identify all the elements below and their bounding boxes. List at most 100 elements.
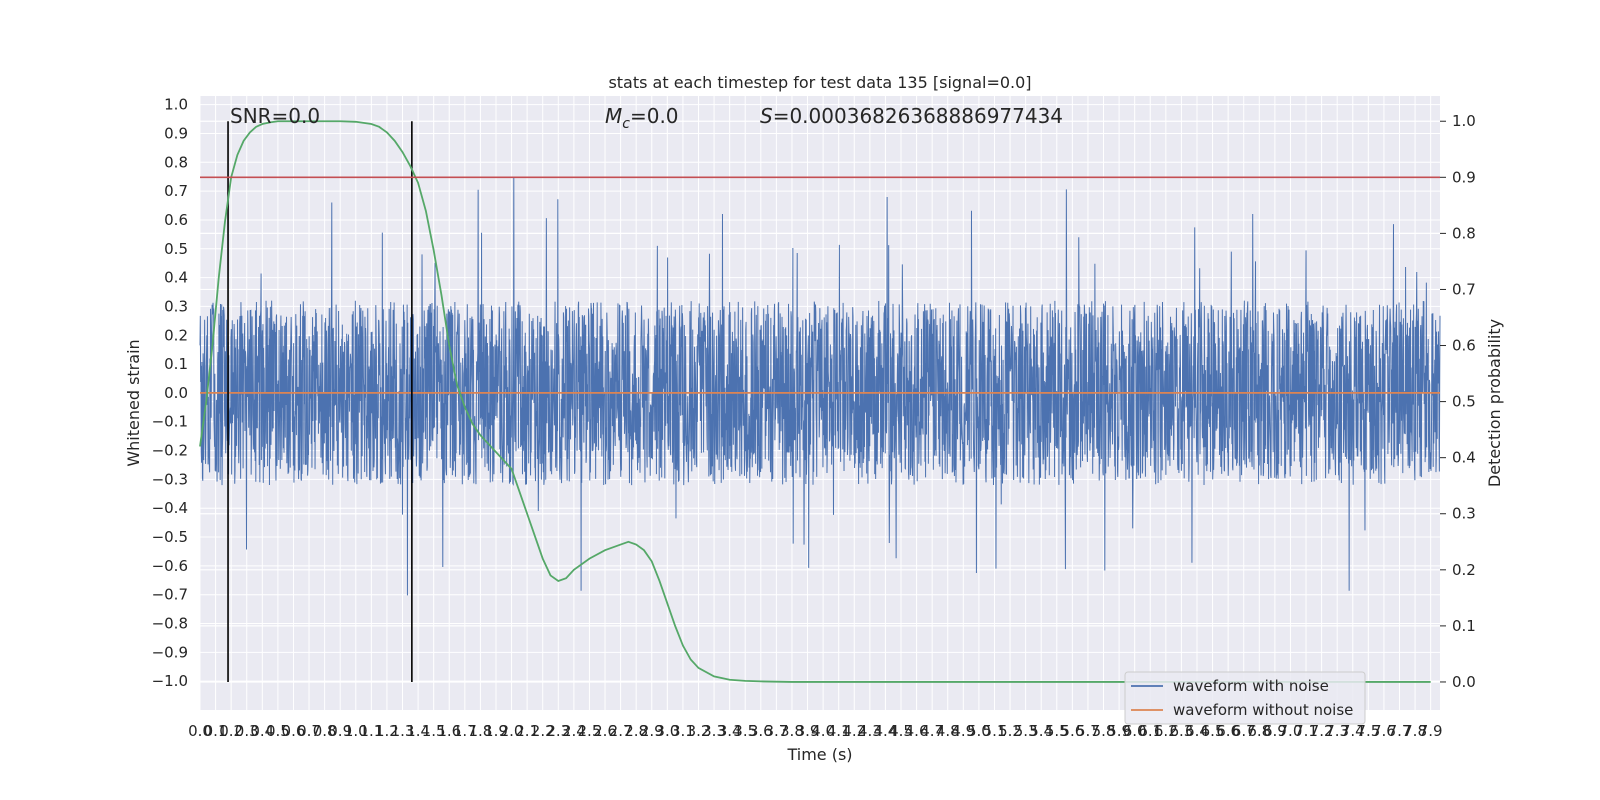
x-tick-label-38: 3.8 — [780, 722, 804, 740]
y-tick-label-20: 1.0 — [164, 96, 188, 114]
y-tick-label-16: 0.6 — [164, 211, 188, 229]
mc-annotation: Mc=0.0 — [605, 104, 679, 132]
y-tick-label-14: 0.4 — [164, 269, 188, 287]
legend-box — [1124, 671, 1366, 725]
x-tick-label-41: 4.1 — [827, 722, 851, 740]
probability-line — [199, 120, 1431, 683]
y2-tick-label-8: 0.8 — [1452, 224, 1476, 242]
x-tick-label-44: 4.4 — [873, 722, 897, 740]
x-tick-label-18: 1.8 — [468, 722, 492, 740]
x-tick-label-7: 0.7 — [297, 722, 321, 740]
y-tick-label-0: −1.0 — [152, 672, 188, 690]
x-tick-label-1: 0.1 — [204, 722, 228, 740]
x-tick-label-13: 1.3 — [391, 722, 415, 740]
x-tick-label-73: 7.3 — [1325, 722, 1349, 740]
x-axis-label: Time (s) — [786, 745, 852, 764]
y2-tick-label-6: 0.6 — [1452, 337, 1476, 355]
x-tick-label-53: 5.3 — [1014, 722, 1038, 740]
x-tick-label-61: 6.1 — [1138, 722, 1162, 740]
x-tick-label-47: 4.7 — [920, 722, 944, 740]
y2-tick-label-7: 0.7 — [1452, 280, 1476, 298]
y-tick-label-12: 0.2 — [164, 326, 188, 344]
x-tick-label-0: 0.0 — [188, 722, 212, 740]
x-tick-label-8: 0.8 — [313, 722, 337, 740]
x-tick-label-14: 1.4 — [406, 722, 430, 740]
x-tick-label-48: 4.8 — [936, 722, 960, 740]
x-tick-label-68: 6.8 — [1247, 722, 1271, 740]
x-tick-label-37: 3.7 — [764, 722, 788, 740]
y-tick-label-1: −0.9 — [152, 643, 188, 661]
series-waveform-with-noise — [199, 177, 1441, 596]
x-tick-label-15: 1.5 — [422, 722, 446, 740]
x-tick-label-77: 7.7 — [1388, 722, 1412, 740]
x-tick-label-55: 5.5 — [1045, 722, 1069, 740]
x-tick-label-35: 3.5 — [733, 722, 757, 740]
y2-tick-label-10: 1.0 — [1452, 112, 1476, 130]
x-tick-label-52: 5.2 — [998, 722, 1022, 740]
x-tick-label-36: 3.6 — [749, 722, 773, 740]
y-tick-labels: −1.0 −0.9 −0.8 −0.7 −0.6 −0.5 −0.4 −0.3 −0.2 −0.1… — [152, 96, 188, 691]
x-tick-labels: 0.00.10.20.30.40.50.60.70.80.91.01.11.21… — [188, 722, 1443, 740]
x-tick-label-69: 6.9 — [1263, 722, 1287, 740]
vertical-markers — [227, 121, 413, 682]
x-tick-label-46: 4.6 — [905, 722, 929, 740]
x-tick-label-76: 7.6 — [1372, 722, 1396, 740]
x-tick-label-71: 7.1 — [1294, 722, 1318, 740]
x-tick-label-58: 5.8 — [1092, 722, 1116, 740]
x-tick-label-21: 2.1 — [515, 722, 539, 740]
x-tick-label-10: 1.0 — [344, 722, 368, 740]
x-tick-label-64: 6.4 — [1185, 722, 1209, 740]
legend-label-noise: waveform with noise — [1173, 677, 1329, 695]
y-tick-label-5: −0.5 — [152, 528, 188, 546]
legend-label-clean: waveform without noise — [1173, 701, 1353, 719]
x-tick-label-45: 4.5 — [889, 722, 913, 740]
x-tick-label-74: 7.4 — [1341, 722, 1365, 740]
x-tick-label-3: 0.3 — [235, 722, 259, 740]
x-tick-label-25: 2.5 — [578, 722, 602, 740]
x-tick-label-60: 6.0 — [1123, 722, 1147, 740]
x-tick-label-5: 0.5 — [266, 722, 290, 740]
x-tick-label-59: 5.9 — [1107, 722, 1131, 740]
y2-tick-label-9: 0.9 — [1452, 168, 1476, 186]
y-tick-label-6: −0.4 — [152, 499, 188, 517]
x-tick-label-12: 1.2 — [375, 722, 399, 740]
x-tick-label-16: 1.6 — [437, 722, 461, 740]
x-tick-label-67: 6.7 — [1232, 722, 1256, 740]
y-tick-label-2: −0.8 — [152, 615, 188, 633]
x-tick-label-78: 7.8 — [1403, 722, 1427, 740]
x-tick-label-11: 1.1 — [359, 722, 383, 740]
y-axis-label: Whitened strain — [124, 339, 143, 466]
y-tick-label-3: −0.7 — [152, 586, 188, 604]
x-tick-label-54: 5.4 — [1029, 722, 1053, 740]
x-tick-label-79: 7.9 — [1419, 722, 1443, 740]
y-tick-label-17: 0.7 — [164, 182, 188, 200]
x-tick-label-28: 2.8 — [624, 722, 648, 740]
x-tick-label-34: 3.4 — [718, 722, 742, 740]
y-tick-label-13: 0.3 — [164, 297, 188, 315]
x-tick-label-42: 4.2 — [842, 722, 866, 740]
s-annotation: S=0.00036826368886977434 — [760, 104, 1063, 128]
x-tick-label-20: 2.0 — [500, 722, 524, 740]
x-tick-label-51: 5.1 — [983, 722, 1007, 740]
x-tick-label-9: 0.9 — [328, 722, 352, 740]
chart-title: stats at each timestep for test data 135… — [608, 73, 1031, 92]
x-tick-label-27: 2.7 — [609, 722, 633, 740]
x-tick-label-31: 3.1 — [671, 722, 695, 740]
y-tick-label-9: −0.1 — [152, 413, 188, 431]
x-tick-label-29: 2.9 — [640, 722, 664, 740]
y-tick-label-4: −0.6 — [152, 557, 188, 575]
x-tick-label-49: 4.9 — [951, 722, 975, 740]
x-tick-label-72: 7.2 — [1310, 722, 1334, 740]
x-tick-label-32: 3.2 — [687, 722, 711, 740]
x-tick-label-75: 7.5 — [1356, 722, 1380, 740]
y2-tick-labels: 0.0 0.1 0.2 0.3 0.4 0.5 0.6 0.7 0.8 0.9 1.0 — [1440, 112, 1476, 691]
y2-axis-label: Detection probability — [1485, 319, 1504, 487]
x-tick-label-56: 5.6 — [1060, 722, 1084, 740]
x-tick-label-24: 2.4 — [562, 722, 586, 740]
x-tick-label-23: 2.3 — [546, 722, 570, 740]
x-tick-label-39: 3.9 — [796, 722, 820, 740]
x-tick-label-43: 4.3 — [858, 722, 882, 740]
y2-tick-label-1: 0.1 — [1452, 617, 1476, 635]
y2-tick-label-4: 0.4 — [1452, 449, 1476, 467]
snr-annotation: SNR=0.0 — [230, 104, 320, 128]
